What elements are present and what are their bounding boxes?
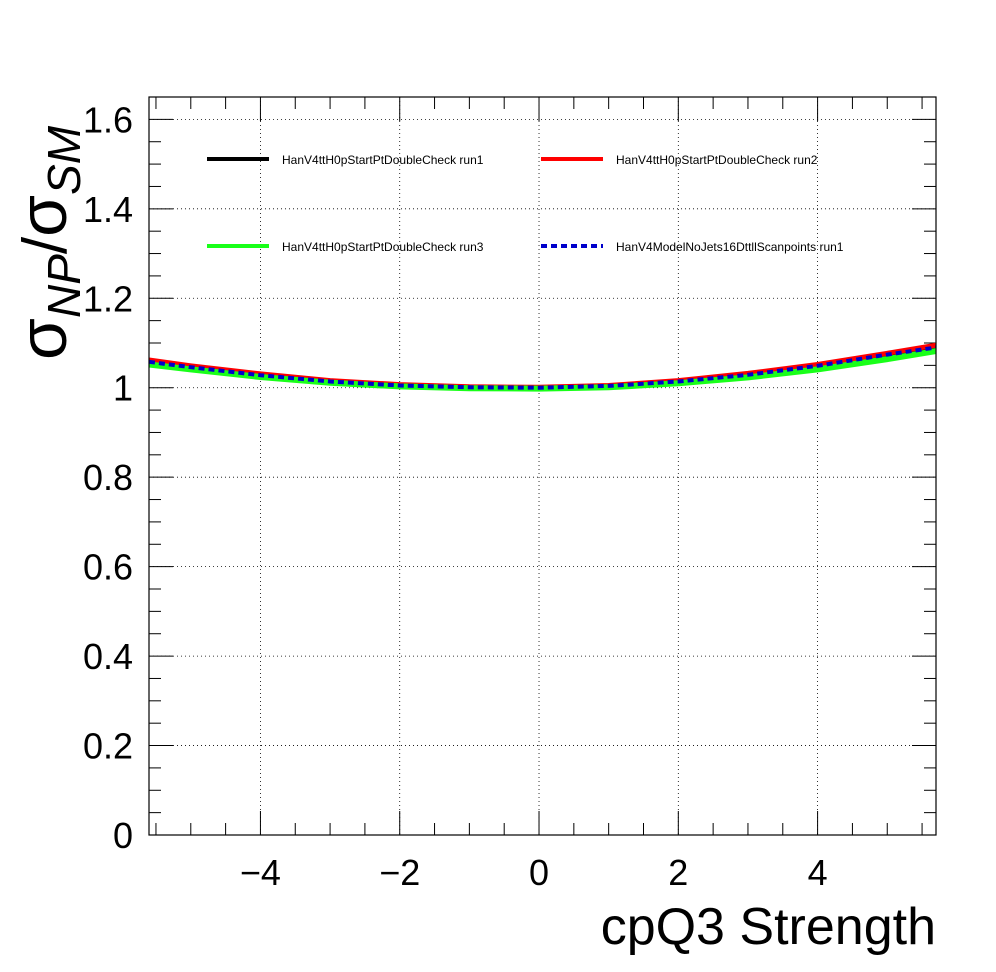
y-label-sub-np: NP: [38, 254, 90, 318]
plot-background: [149, 97, 936, 835]
legend-label: HanV4ModelNoJets16DttllScanpoints run1: [616, 240, 844, 254]
y-tick-label: 1.4: [83, 189, 133, 230]
legend: HanV4ttH0pStartPtDoubleCheck run1 HanV4tt…: [207, 153, 844, 254]
plot-frame: [148, 96, 937, 836]
tick-labels: 0 0.2 0.4 0.6 0.8 1 1.2 1.4 1.6 −4 −2 0 2 4: [83, 99, 828, 893]
y-tick-label: 0: [113, 815, 133, 856]
y-tick-label: 0.8: [83, 457, 133, 498]
legend-label: HanV4ttH0pStartPtDoubleCheck run1: [282, 153, 484, 167]
y-tick-label: 0.2: [83, 726, 133, 767]
series-layer: [148, 342, 937, 392]
svg-text:σNP/σSM: σNP/σSM: [5, 125, 90, 360]
x-tick-label: 2: [668, 852, 688, 893]
legend-label: HanV4ttH0pStartPtDoubleCheck run2: [616, 153, 818, 167]
legend-label: HanV4ttH0pStartPtDoubleCheck run3: [282, 240, 484, 254]
y-tick-label: 0.6: [83, 547, 133, 588]
x-tick-label: 0: [529, 852, 549, 893]
y-tick-label: 1.2: [83, 278, 133, 319]
grid: [149, 97, 936, 836]
x-tick-label: 4: [808, 852, 828, 893]
y-label-sub-sm: SM: [38, 125, 90, 195]
y-tick-label: 0.4: [83, 636, 133, 677]
y-label-sigma-sm: σ: [5, 195, 81, 237]
x-axis-label: cpQ3 Strength: [601, 898, 936, 956]
x-tick-label: −4: [240, 852, 281, 893]
x-tick-label: −2: [379, 852, 420, 893]
y-label-slash: /: [11, 236, 80, 254]
y-label-sigma-np: σ: [5, 318, 81, 360]
y-tick-label: 1.6: [83, 99, 133, 140]
y-tick-label: 1: [113, 368, 133, 409]
series-line: [148, 345, 937, 390]
y-axis-label: σNP/σSM: [5, 125, 90, 360]
